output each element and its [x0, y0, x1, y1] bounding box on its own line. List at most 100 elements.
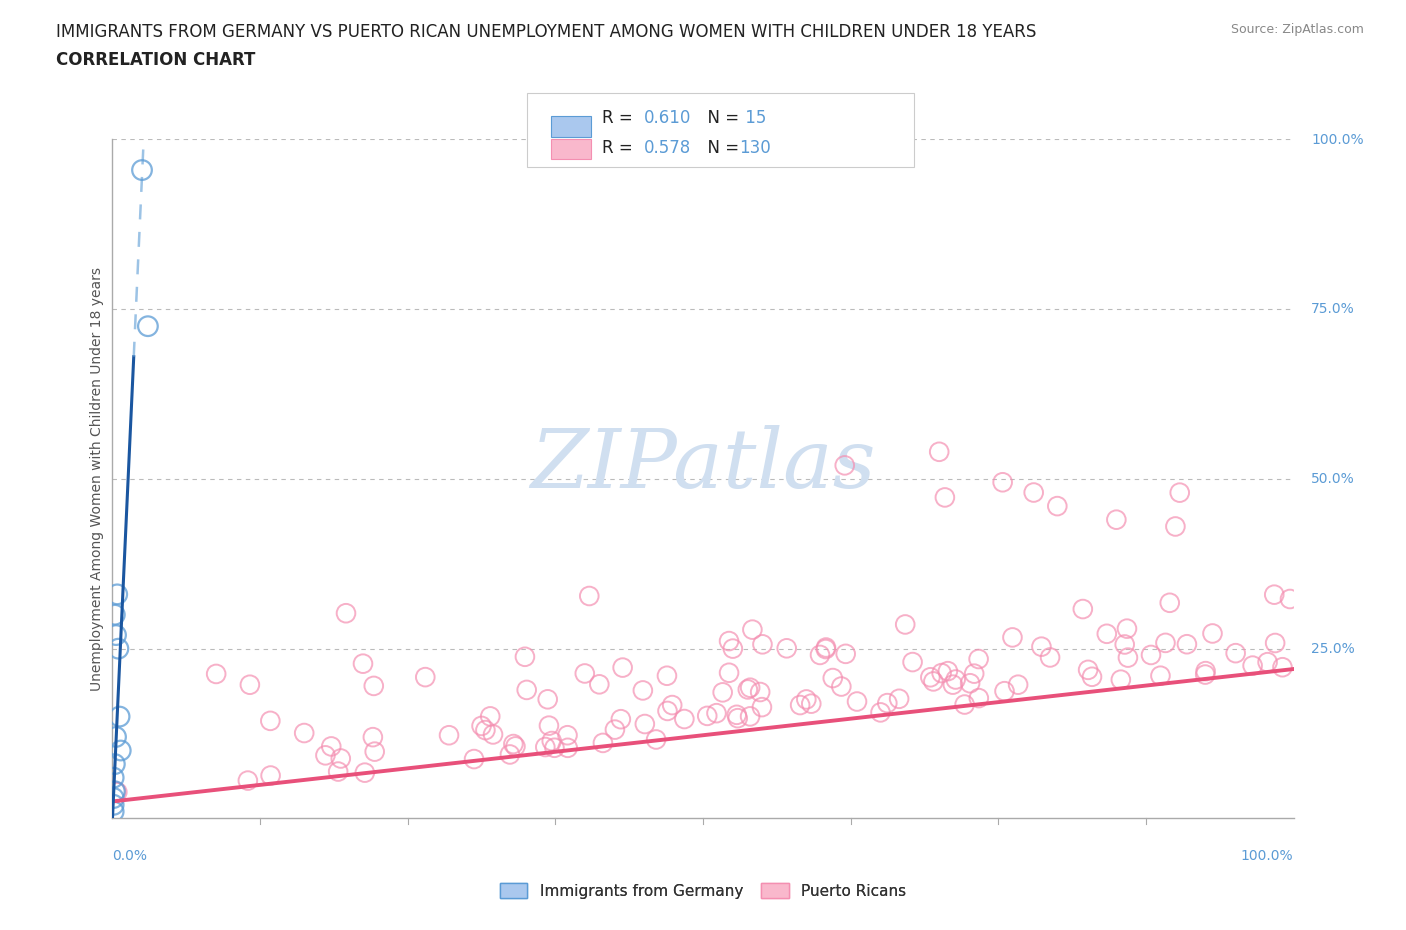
Point [1116, 621, 1139, 636]
Point [959, 676, 981, 691]
Point [846, 694, 869, 709]
Point [136, 319, 159, 334]
Point [479, 709, 502, 724]
Point [808, 647, 831, 662]
Point [749, 684, 772, 699]
Point [588, 677, 610, 692]
Point [239, 677, 262, 692]
Point [1159, 595, 1181, 610]
Point [413, 670, 436, 684]
Point [104, 784, 127, 799]
Point [741, 622, 763, 637]
Point [800, 697, 823, 711]
Point [1149, 669, 1171, 684]
Point [1241, 658, 1264, 673]
Y-axis label: Unemployment Among Women with Children Under 18 years: Unemployment Among Women with Children U… [90, 267, 104, 691]
Point [789, 698, 811, 712]
Point [321, 739, 343, 754]
Point [236, 773, 259, 788]
Point [1194, 667, 1216, 682]
Point [1164, 519, 1187, 534]
Point [1001, 630, 1024, 644]
Point [482, 727, 505, 742]
Point [603, 723, 626, 737]
Point [794, 692, 817, 707]
Point [1168, 485, 1191, 500]
Point [928, 445, 950, 459]
Point [934, 490, 956, 505]
Text: N =: N = [697, 139, 745, 157]
Point [471, 719, 494, 734]
Point [673, 711, 696, 726]
Text: N =: N = [697, 109, 745, 127]
Point [634, 717, 657, 732]
Point [1175, 637, 1198, 652]
Text: 100.0%: 100.0% [1312, 132, 1364, 147]
Point [1022, 485, 1045, 500]
Point [967, 691, 990, 706]
Point [696, 709, 718, 724]
Point [1046, 498, 1069, 513]
Point [104, 607, 127, 622]
Point [574, 666, 596, 681]
Text: 25.0%: 25.0% [1312, 642, 1355, 656]
Point [894, 617, 917, 631]
Text: 100.0%: 100.0% [1241, 849, 1294, 863]
Point [105, 587, 128, 602]
Point [329, 751, 352, 766]
Point [352, 657, 374, 671]
Point [1264, 635, 1286, 650]
Point [516, 683, 538, 698]
Point [335, 605, 357, 620]
Point [963, 666, 986, 681]
Point [1154, 635, 1177, 650]
Point [645, 732, 668, 747]
Point [830, 679, 852, 694]
Text: R =: R = [602, 139, 638, 157]
Point [110, 743, 132, 758]
Point [661, 698, 683, 712]
Point [537, 718, 560, 733]
Point [1114, 637, 1136, 652]
Point [1007, 677, 1029, 692]
Point [901, 655, 924, 670]
Point [592, 736, 614, 751]
Point [557, 740, 579, 755]
Point [205, 667, 228, 682]
Point [557, 728, 579, 743]
Point [363, 679, 385, 694]
Point [612, 660, 634, 675]
Text: 0.0%: 0.0% [112, 849, 148, 863]
Point [931, 666, 953, 681]
Point [104, 784, 127, 799]
Point [1071, 602, 1094, 617]
Text: CORRELATION CHART: CORRELATION CHART [56, 51, 256, 69]
Point [1105, 512, 1128, 527]
Point [1095, 626, 1118, 641]
Point [437, 728, 460, 743]
Text: 0.610: 0.610 [644, 109, 692, 127]
Point [936, 664, 959, 679]
Point [991, 475, 1014, 490]
Point [1263, 587, 1285, 602]
Text: 75.0%: 75.0% [1312, 302, 1355, 316]
Point [1031, 639, 1053, 654]
Text: 0.578: 0.578 [644, 139, 692, 157]
Point [814, 640, 837, 655]
Point [292, 725, 315, 740]
Point [751, 699, 773, 714]
Point [751, 637, 773, 652]
Point [474, 723, 496, 737]
Point [740, 680, 762, 695]
Point [105, 628, 128, 643]
Point [103, 770, 125, 785]
Point [361, 730, 384, 745]
Point [967, 652, 990, 667]
Point [776, 641, 799, 656]
Point [328, 764, 350, 779]
Point [513, 649, 536, 664]
Point [1257, 655, 1279, 670]
Point [920, 670, 942, 684]
Point [1039, 650, 1062, 665]
Point [1271, 659, 1294, 674]
